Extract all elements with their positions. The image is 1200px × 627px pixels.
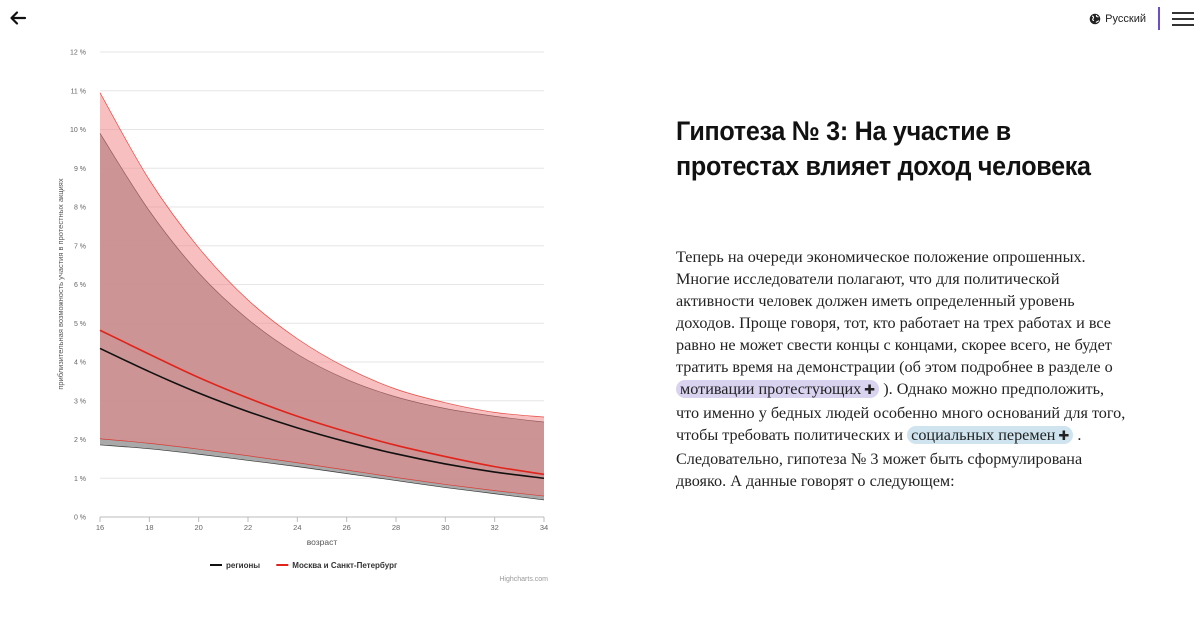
legend-item-0[interactable]: регионы <box>210 561 260 570</box>
header-divider <box>1158 7 1160 30</box>
x-axis-title: возраст <box>307 537 338 547</box>
chart-svg: 0 % 1 % 2 % 3 % 4 % 5 % 6 % 7 % 8 % 9 % 10 % 11 % 12… <box>56 50 548 584</box>
series-lines <box>99 329 545 480</box>
band-upper-edge <box>99 92 545 418</box>
series-line-1[interactable] <box>99 329 545 476</box>
y-tick-label: 9 % <box>74 166 86 173</box>
language-switcher[interactable]: Русский <box>1089 11 1146 27</box>
y-axis-title: приблизительная возможность участия в пр… <box>56 178 65 389</box>
x-tick-label: 26 <box>342 523 350 532</box>
paragraph-text-2: ). Однако можно предположить, что именно… <box>676 380 1126 444</box>
language-label: Русский <box>1105 13 1146 25</box>
confidence-bands <box>99 92 545 501</box>
chart-legend[interactable]: регионы Москва и Санкт-Петербург <box>210 561 398 570</box>
y-tick-label: 0 % <box>74 515 86 522</box>
x-tick-label: 32 <box>490 523 498 532</box>
chart-axes: 16 18 20 22 24 26 28 30 32 34 <box>96 516 548 532</box>
x-tick-label: 18 <box>145 523 153 532</box>
series-line-0[interactable] <box>99 347 545 480</box>
y-tick-label: 1 % <box>74 476 86 483</box>
arrow-left-icon <box>10 11 27 25</box>
y-tick-label: 7 % <box>74 243 86 250</box>
link-social-change-label: социальных перемен <box>911 426 1056 444</box>
y-tick-label: 10 % <box>70 127 86 134</box>
globe-icon <box>1089 13 1101 25</box>
chart-credits[interactable]: Highcharts.com <box>499 576 548 583</box>
plus-icon: ✚ <box>864 383 876 398</box>
y-tick-label: 8 % <box>74 205 86 212</box>
x-tick-label: 34 <box>540 523 548 532</box>
y-tick-label: 11 % <box>71 88 86 95</box>
x-tick-label: 28 <box>392 523 400 532</box>
legend-label: регионы <box>226 561 260 570</box>
paragraph-text-3: . Следовательно, гипотеза № 3 может быть… <box>676 426 1083 490</box>
x-tick-label: 20 <box>194 523 202 532</box>
article-title: Гипотеза № 3: На участие в протестах вли… <box>676 116 1091 181</box>
link-protester-motivation[interactable]: мотивации протестующих ✚ <box>676 380 880 398</box>
x-tick-label: 24 <box>293 523 301 532</box>
band-lower-edge <box>99 444 545 501</box>
article-paragraph: Теперь на очереди экономическое положени… <box>676 246 1126 492</box>
x-tick-label: 22 <box>244 523 252 532</box>
y-tick-label: 2 % <box>74 437 86 444</box>
x-tick-label: 30 <box>441 523 449 532</box>
band-lower-edge <box>99 438 545 497</box>
y-tick-label: 4 % <box>74 360 86 367</box>
hamburger-menu-icon <box>1172 12 1194 14</box>
link-protester-motivation-label: мотивации протестующих <box>680 380 862 398</box>
back-button[interactable] <box>9 9 27 27</box>
paragraph-text-1: Теперь на очереди экономическое положени… <box>676 248 1113 376</box>
y-tick-label: 3 % <box>74 398 86 405</box>
menu-button[interactable] <box>1172 12 1194 26</box>
y-tick-label: 6 % <box>74 282 86 289</box>
age-protest-chart: 0 % 1 % 2 % 3 % 4 % 5 % 6 % 7 % 8 % 9 % 10 % 11 % 12… <box>50 40 560 590</box>
article-section: Гипотеза № 3: На участие в протестах вли… <box>676 114 1126 492</box>
confidence-band-1 <box>100 92 544 497</box>
link-social-change[interactable]: социальных перемен ✚ <box>907 426 1074 444</box>
plus-icon: ✚ <box>1058 429 1070 444</box>
y-tick-label: 12 % <box>70 50 86 57</box>
y-tick-label: 5 % <box>74 321 86 328</box>
legend-item-1[interactable]: Москва и Санкт-Петербург <box>276 561 398 570</box>
legend-label: Москва и Санкт-Петербург <box>292 561 398 570</box>
x-tick-label: 16 <box>96 523 104 532</box>
